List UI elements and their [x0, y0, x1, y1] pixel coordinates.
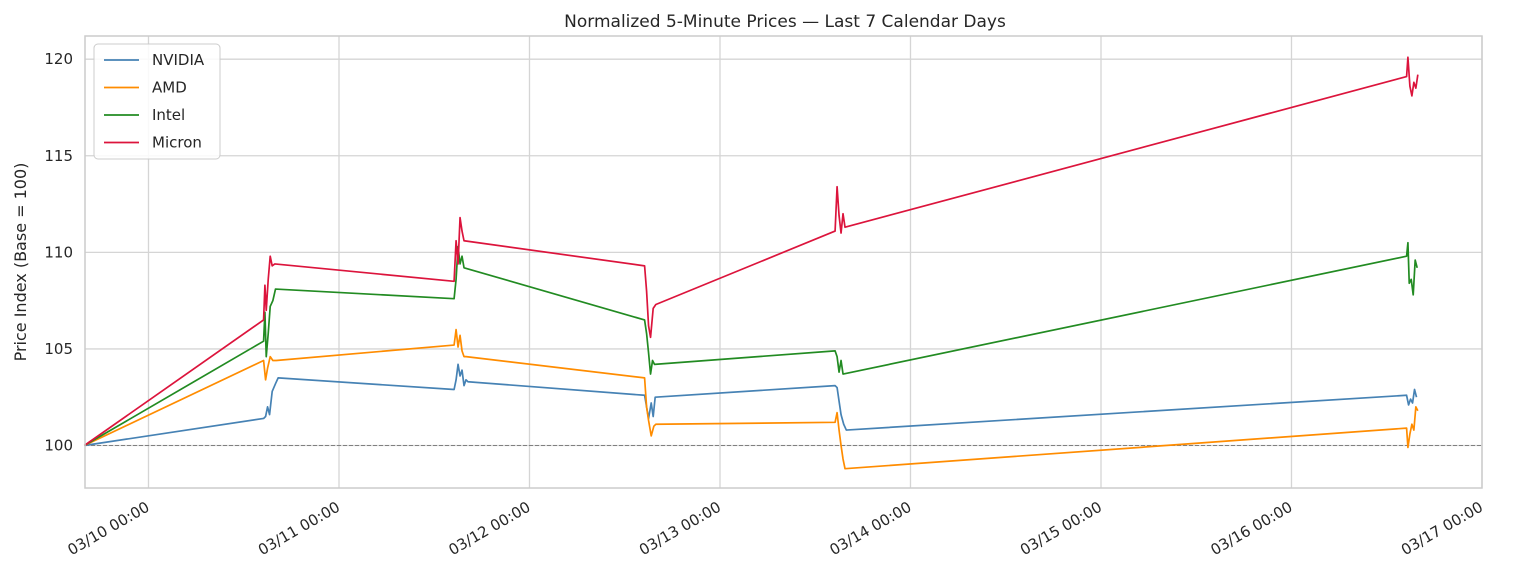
y-tick-label: 120 — [44, 50, 73, 68]
legend-label-amd: AMD — [152, 79, 187, 97]
y-tick-labels: 100 105 110 115 120 — [44, 50, 73, 454]
y-tick-label: 100 — [44, 437, 73, 455]
y-tick-label: 105 — [44, 340, 73, 358]
legend-label-micron: Micron — [152, 134, 202, 152]
legend-label-nvidia: NVIDIA — [152, 51, 205, 69]
y-tick-label: 115 — [44, 147, 73, 165]
plot-frame — [84, 35, 1483, 489]
series-line-micron — [83, 56, 1419, 447]
series-line-intel — [83, 241, 1419, 447]
series-group — [83, 56, 1419, 470]
y-axis-title: Price Index (Base = 100) — [11, 163, 30, 362]
legend-box — [93, 43, 221, 160]
legend: NVIDIA AMD Intel Micron — [93, 43, 221, 160]
legend-label-intel: Intel — [152, 106, 185, 124]
series-line-amd — [83, 328, 1419, 470]
chart-title: Normalized 5-Minute Prices — Last 7 Cale… — [564, 12, 1006, 32]
y-tick-label: 110 — [44, 243, 73, 261]
